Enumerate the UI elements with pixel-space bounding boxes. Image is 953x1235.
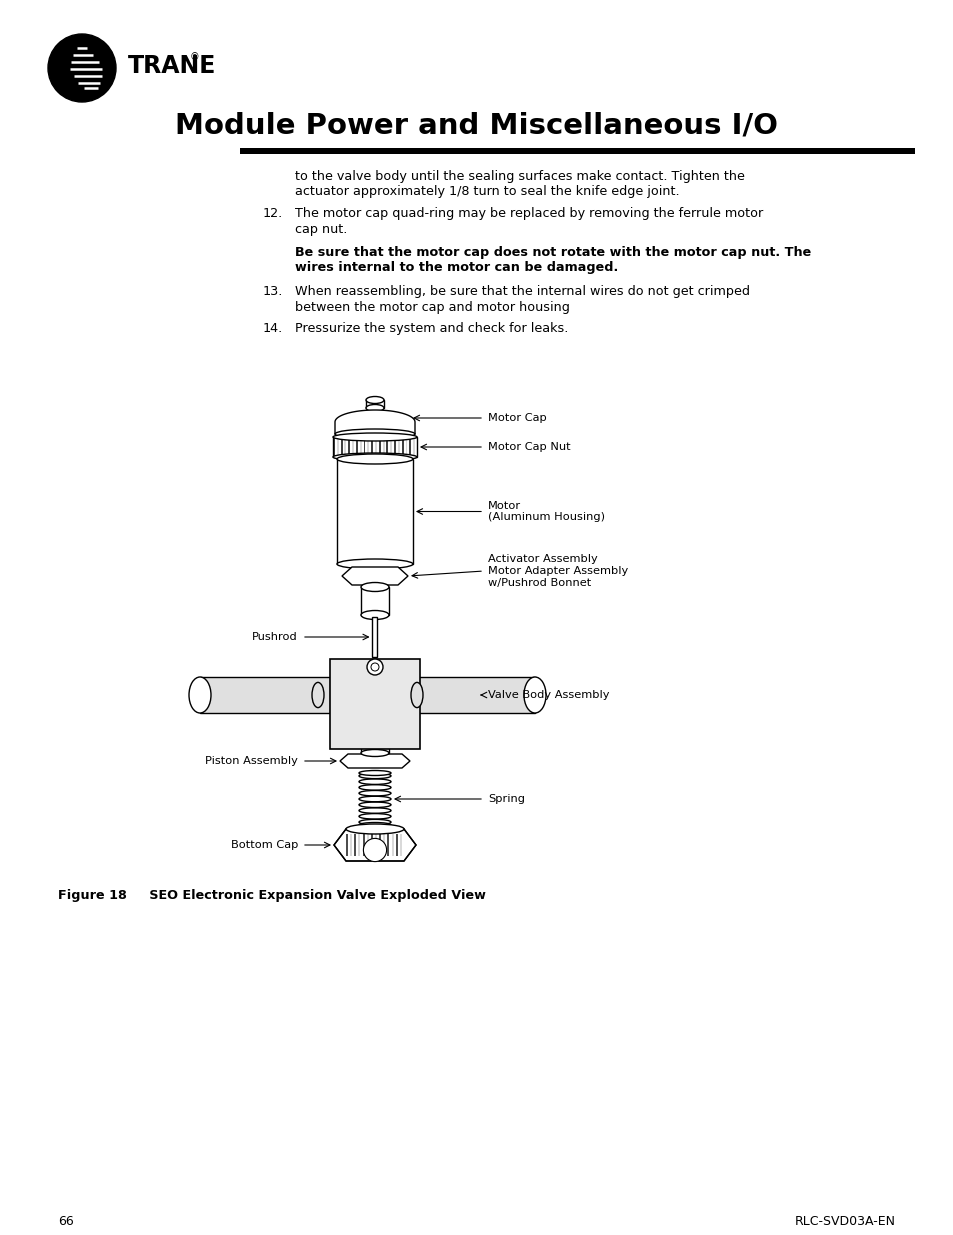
Bar [387,834,389,856]
Circle shape [48,35,116,103]
Ellipse shape [366,405,384,411]
Bar [333,437,416,457]
Bar [395,834,397,856]
Text: Activator Assembly
Motor Adapter Assembly
w/Pushrod Bonnet: Activator Assembly Motor Adapter Assembl… [488,555,628,588]
Text: Figure 18     SEO Electronic Expansion Valve Exploded View: Figure 18 SEO Electronic Expansion Valve… [58,889,485,902]
Bar [371,437,373,457]
Bar [399,834,401,856]
Bar [367,437,369,457]
Bar [405,437,407,457]
Polygon shape [335,410,415,433]
Text: Pressurize the system and check for leaks.: Pressurize the system and check for leak… [294,322,568,335]
Bar [371,834,373,856]
Bar [390,437,392,457]
Bar [382,437,384,457]
Bar [333,437,335,457]
Text: Motor
(Aluminum Housing): Motor (Aluminum Housing) [488,500,604,522]
Ellipse shape [360,750,389,757]
Text: RLC-SVD03A-EN: RLC-SVD03A-EN [794,1215,895,1228]
Text: cap nut.: cap nut. [294,222,347,236]
Bar [409,437,411,457]
Polygon shape [341,567,408,585]
Ellipse shape [333,453,416,461]
Bar [397,437,399,457]
Ellipse shape [523,677,545,713]
Text: Motor Cap: Motor Cap [488,412,546,424]
Text: actuator approximately 1/8 turn to seal the knife edge joint.: actuator approximately 1/8 turn to seal … [294,185,679,199]
Text: Pushrod: Pushrod [252,632,297,642]
Ellipse shape [336,454,413,464]
Text: Be sure that the motor cap does not rotate with the motor cap nut. The: Be sure that the motor cap does not rota… [294,246,810,259]
Ellipse shape [360,583,389,592]
Bar [348,437,350,457]
Ellipse shape [346,824,403,834]
Text: 12.: 12. [262,207,283,220]
Ellipse shape [335,429,415,438]
Bar [372,618,377,657]
Bar [383,834,385,856]
Text: Bottom Cap: Bottom Cap [231,840,297,850]
Bar [358,834,360,856]
Bar [413,437,415,457]
Ellipse shape [411,683,422,708]
Bar [366,834,369,856]
Bar [375,437,376,457]
Bar [378,437,380,457]
Ellipse shape [336,559,413,569]
Ellipse shape [358,771,391,776]
Bar [336,437,338,457]
Bar [401,437,403,457]
Ellipse shape [360,740,389,746]
Text: TRANE: TRANE [128,54,216,78]
Bar [200,677,330,713]
Bar [240,148,914,154]
Bar [363,437,365,457]
Ellipse shape [360,610,389,620]
Bar [352,437,354,457]
Bar [360,743,389,753]
Text: 13.: 13. [262,285,283,298]
Bar [344,437,346,457]
Bar [394,437,395,457]
Circle shape [371,663,378,671]
Text: Module Power and Miscellaneous I/O: Module Power and Miscellaneous I/O [175,112,778,140]
Text: ®: ® [190,52,199,62]
Bar [391,834,394,856]
Text: Motor Cap Nut: Motor Cap Nut [488,442,570,452]
Bar [354,834,356,856]
Text: between the motor cap and motor housing: between the motor cap and motor housing [294,300,569,314]
Text: to the valve body until the sealing surfaces make contact. Tighten the: to the valve body until the sealing surf… [294,170,744,183]
Bar [405,677,535,713]
Bar [360,587,389,615]
Bar [346,834,348,856]
Text: wires internal to the motor can be damaged.: wires internal to the motor can be damag… [294,262,618,274]
Bar [362,834,364,856]
Bar [350,834,352,856]
Bar [386,437,388,457]
Bar [366,400,384,408]
Bar [336,459,413,564]
Bar [330,659,419,748]
Text: When reassembling, be sure that the internal wires do not get crimped: When reassembling, be sure that the inte… [294,285,749,298]
Ellipse shape [312,683,324,708]
Circle shape [367,659,382,676]
Circle shape [363,839,386,862]
Ellipse shape [366,396,384,404]
Bar [355,437,357,457]
Text: 66: 66 [58,1215,73,1228]
Bar [375,834,376,856]
Text: Valve Body Assembly: Valve Body Assembly [488,690,609,700]
Text: Spring: Spring [488,794,524,804]
Text: Piston Assembly: Piston Assembly [205,756,297,766]
Bar [340,437,342,457]
Polygon shape [334,829,416,861]
Text: The motor cap quad-ring may be replaced by removing the ferrule motor: The motor cap quad-ring may be replaced … [294,207,762,220]
Ellipse shape [189,677,211,713]
Bar [378,834,381,856]
Bar [359,437,361,457]
Text: 14.: 14. [262,322,283,335]
Ellipse shape [333,433,416,441]
Polygon shape [339,755,410,768]
Ellipse shape [358,823,391,827]
